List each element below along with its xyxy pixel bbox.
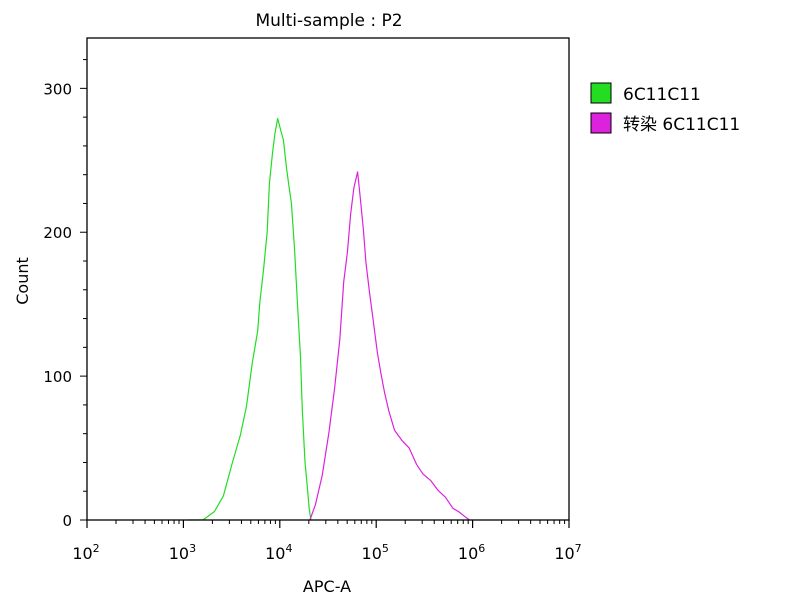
x-tick-exponent: 4: [285, 542, 292, 555]
legend-label-0: 6C11C11: [623, 85, 701, 105]
x-tick-base: 10: [554, 544, 574, 563]
series-line-0: [187, 117, 312, 521]
x-tick-base: 10: [362, 544, 382, 563]
x-tick-base: 10: [458, 544, 478, 563]
x-tick-exponent: 5: [382, 542, 389, 555]
x-tick-base: 10: [72, 544, 92, 563]
legend-swatch-1: [590, 112, 612, 134]
chart-title: Multi-sample : P2: [255, 11, 402, 31]
x-tick-label: 102: [72, 542, 99, 563]
x-axis-label: APC-A: [303, 577, 351, 596]
x-tick-label: 106: [458, 542, 485, 563]
legend: 6C11C11 转染 6C11C11: [590, 82, 740, 135]
series-line-1: [309, 171, 470, 521]
legend-swatch-0: [590, 82, 612, 104]
y-tick-label: 100: [43, 368, 72, 386]
x-axis: 102 103 104 105 106 107: [72, 520, 582, 563]
x-tick-label: 104: [265, 542, 292, 563]
x-tick-base: 10: [169, 544, 189, 563]
series-layer: [187, 117, 470, 521]
x-tick-exponent: 3: [189, 542, 196, 555]
x-tick-exponent: 2: [93, 542, 100, 555]
x-tick-label: 103: [169, 542, 196, 563]
x-tick-exponent: 6: [478, 542, 485, 555]
legend-label-1: 转染 6C11C11: [623, 115, 740, 135]
y-axis: 0 100 200 300: [43, 59, 87, 530]
x-tick-exponent: 7: [575, 542, 582, 555]
y-tick-label: 200: [43, 224, 72, 242]
x-tick-label: 107: [554, 542, 581, 563]
y-axis-label: Count: [13, 257, 32, 305]
x-tick-label: 105: [362, 542, 389, 563]
x-tick-base: 10: [265, 544, 285, 563]
y-tick-label: 300: [43, 80, 72, 98]
plot-area-frame: [86, 37, 570, 521]
y-tick-label: 0: [62, 512, 72, 530]
